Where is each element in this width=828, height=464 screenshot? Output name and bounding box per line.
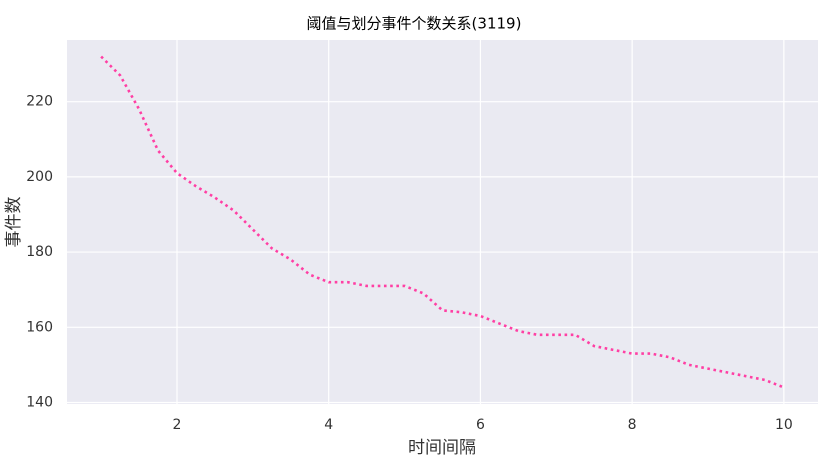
chart-title: 阈值与划分事件个数关系(3119)	[307, 15, 522, 33]
y-tick-label: 180	[26, 244, 53, 260]
y-axis-label: 事件数	[4, 197, 24, 248]
x-tick-label: 6	[476, 417, 485, 433]
x-tick-label: 4	[324, 417, 333, 433]
y-tick-label: 200	[26, 169, 53, 185]
plot-area	[67, 40, 818, 404]
y-tick-label: 160	[26, 319, 53, 335]
x-tick-label: 8	[628, 417, 637, 433]
x-axis-label: 时间间隔	[408, 438, 476, 458]
y-tick-label: 140	[26, 394, 53, 410]
x-tick-label: 2	[173, 417, 182, 433]
x-tick-label: 10	[775, 417, 793, 433]
y-tick-label: 220	[26, 94, 53, 110]
